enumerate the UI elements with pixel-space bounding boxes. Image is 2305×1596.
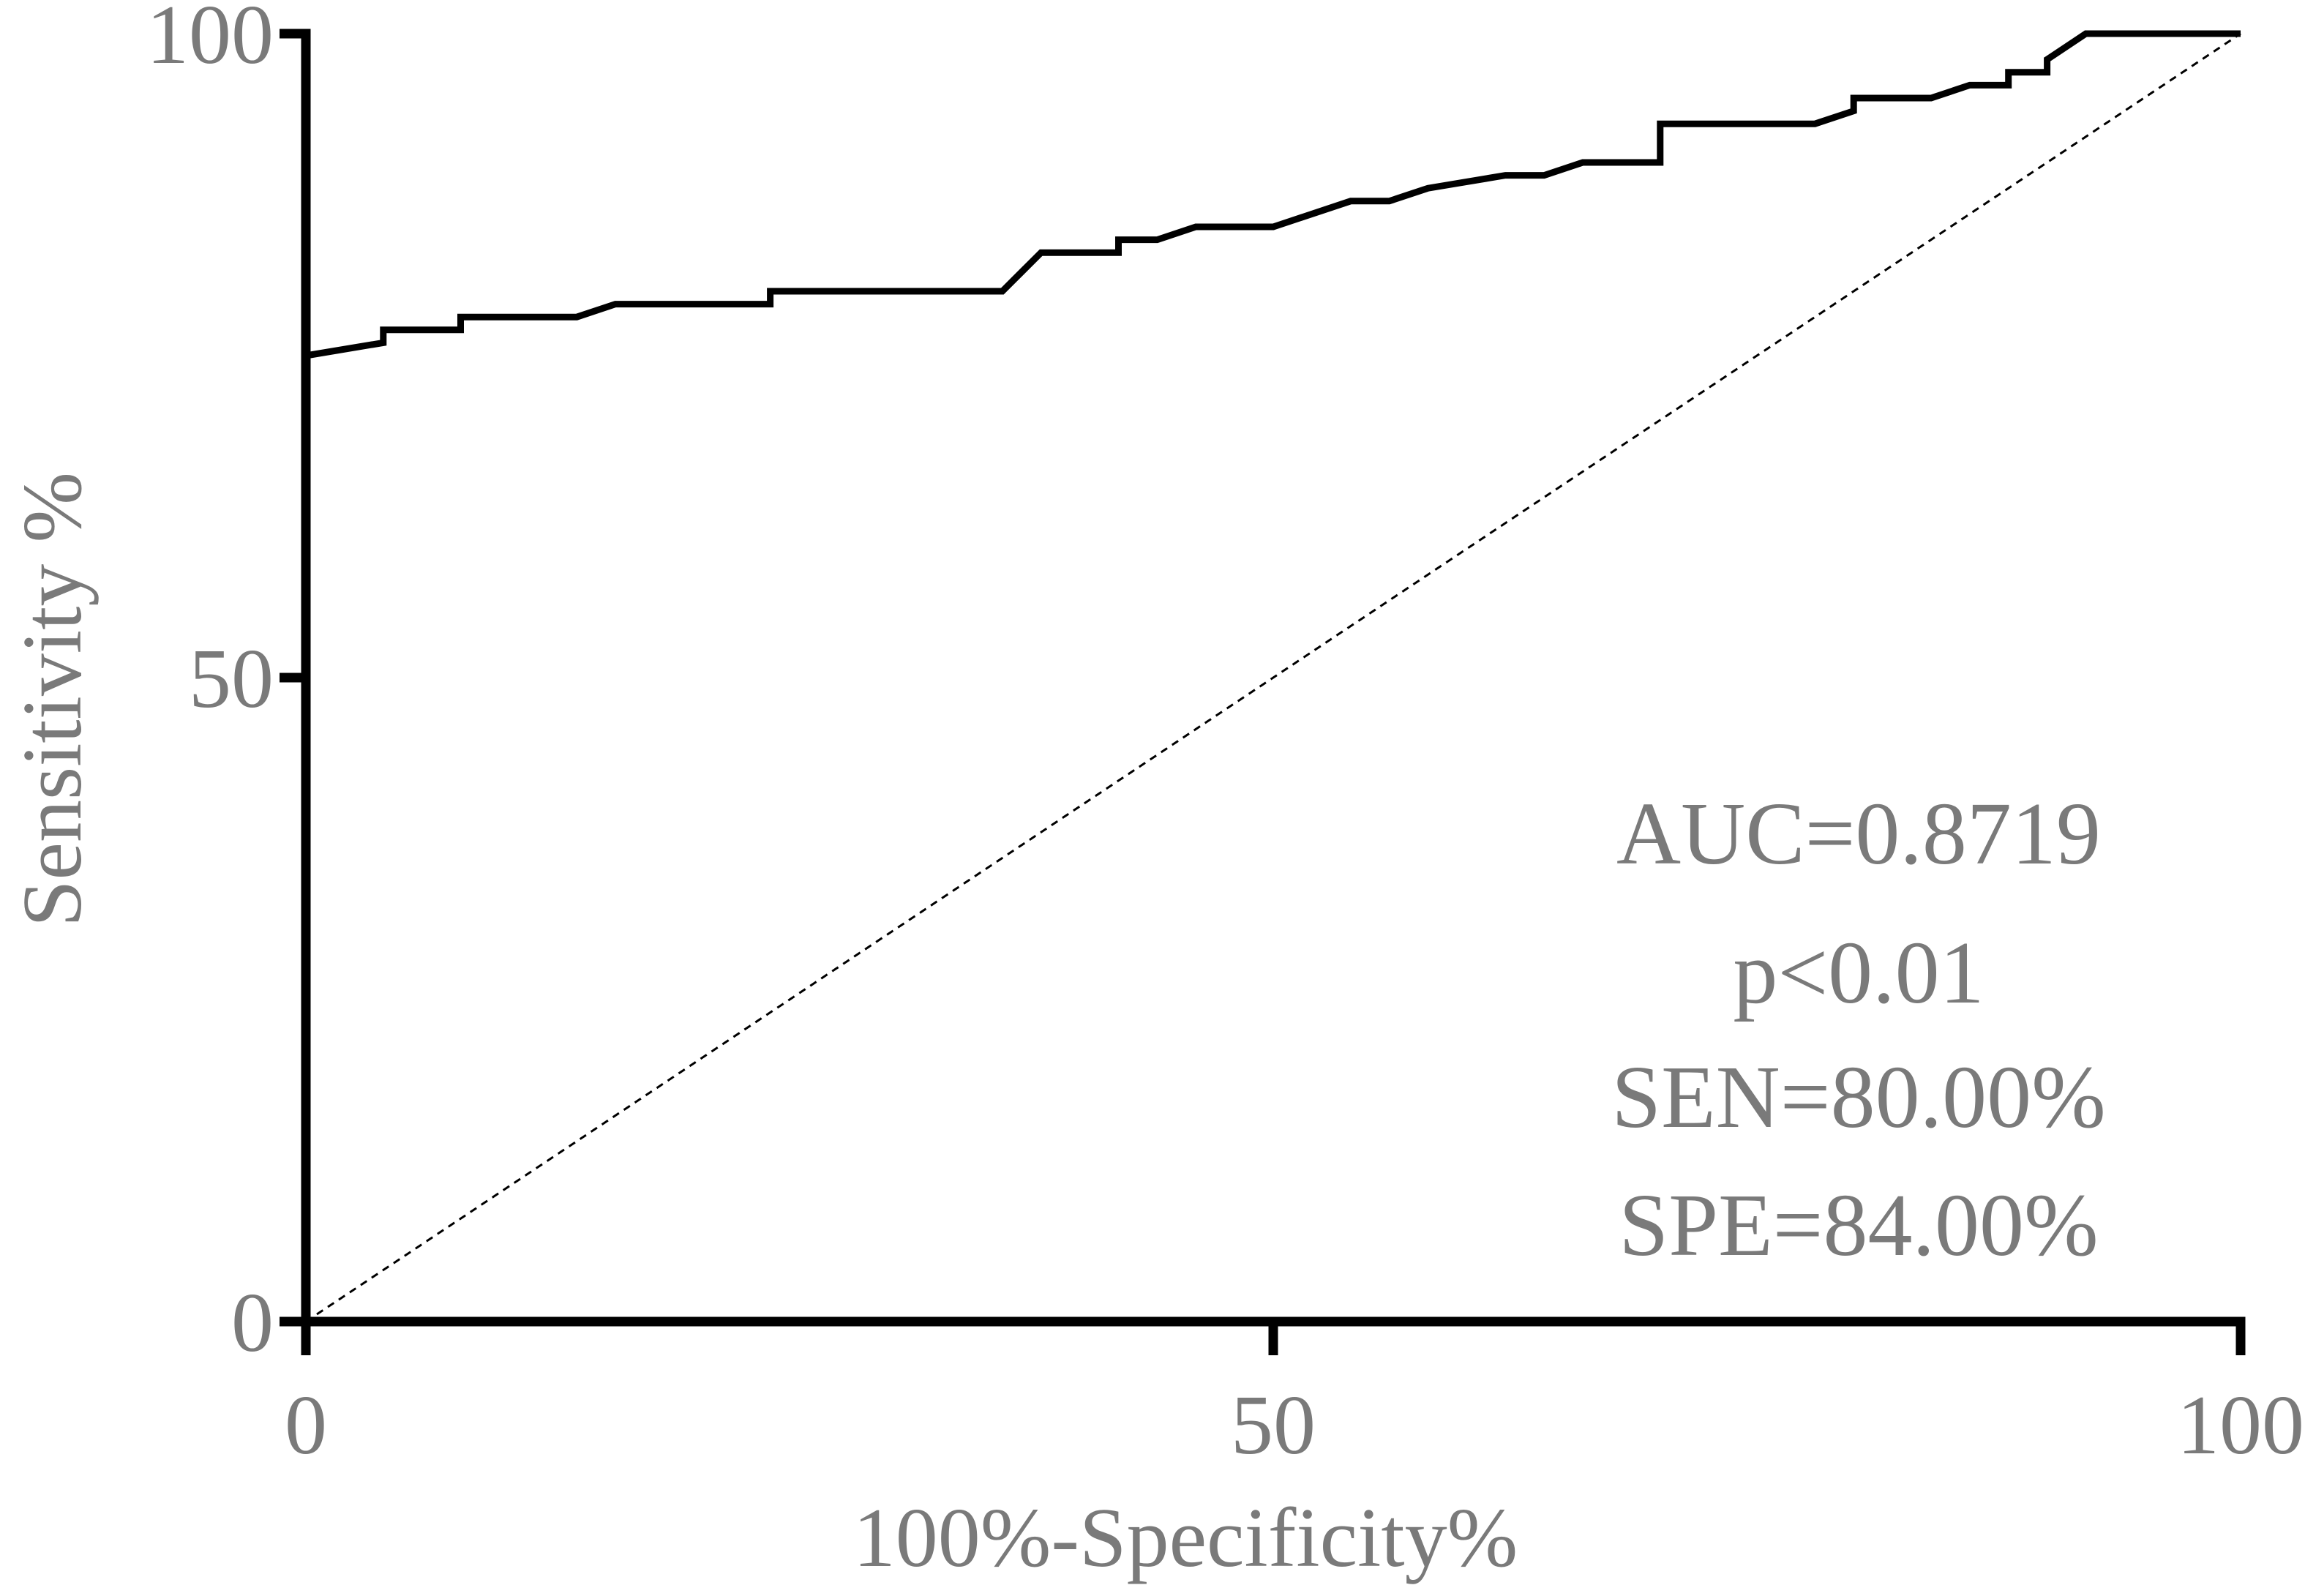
x-tick-label: 0 [285, 1379, 327, 1472]
roc-curve-line [302, 30, 2241, 1322]
specificity-annotation: SPE=84.00% [1619, 1176, 2098, 1275]
y-tick-label: 0 [231, 1276, 274, 1370]
auc-annotation: AUC=0.8719 [1616, 784, 2101, 883]
ticks: 0 50 100 0 50 100 [146, 0, 2304, 1472]
y-axis-title: Sensitivity % [6, 472, 100, 927]
p-value-annotation: p<0.01 [1733, 923, 1984, 1022]
y-tick-label: 50 [189, 632, 274, 726]
stats-annotation: AUC=0.8719 p<0.01 SEN=80.00% SPE=84.00% [1611, 784, 2105, 1275]
x-tick-label: 50 [1231, 1379, 1316, 1472]
x-axis-title: 100%-Specificity% [853, 1491, 1518, 1585]
x-tick-label: 100 [2177, 1379, 2304, 1472]
y-tick-label: 100 [146, 0, 274, 82]
sensitivity-annotation: SEN=80.00% [1611, 1048, 2105, 1147]
plot-area [302, 30, 2241, 1323]
reference-diagonal-line [305, 32, 2241, 1323]
